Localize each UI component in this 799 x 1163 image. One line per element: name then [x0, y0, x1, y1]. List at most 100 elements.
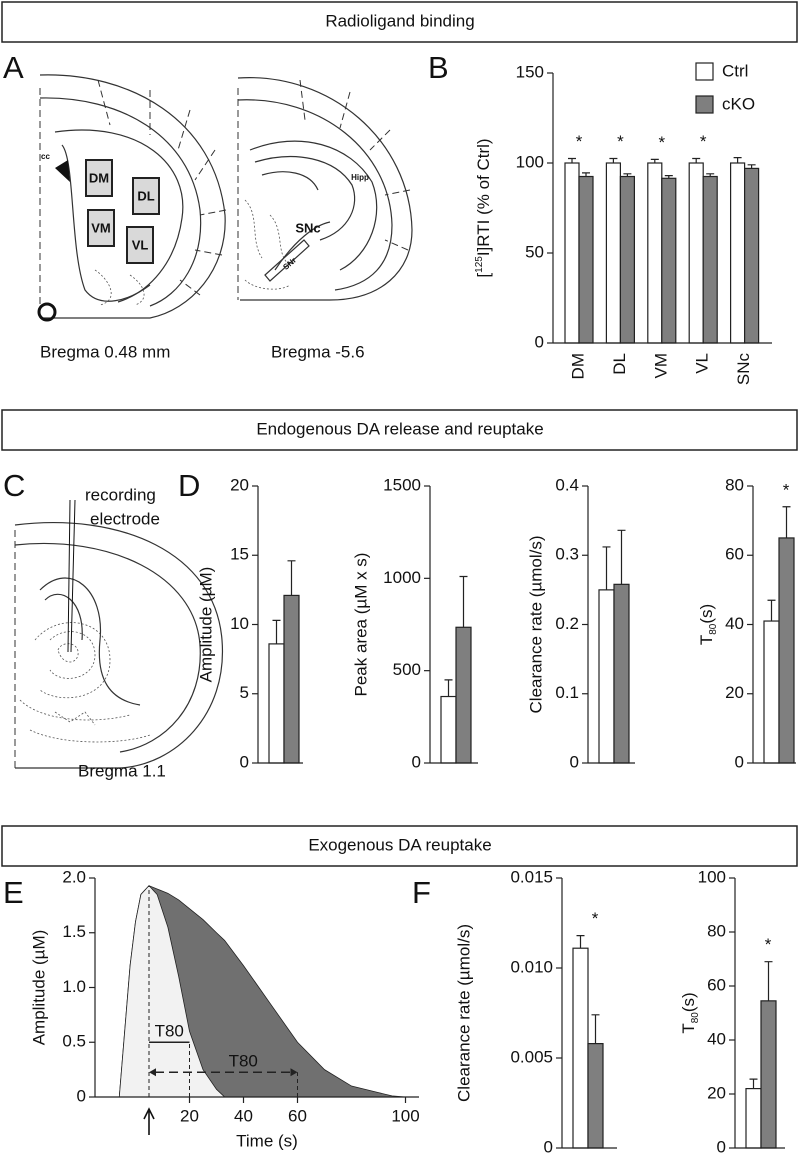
bar	[619, 175, 636, 344]
region-label: cc	[41, 152, 50, 161]
drawing	[14, 522, 224, 769]
drawing	[274, 221, 331, 271]
y-tick-label: 0	[717, 1137, 726, 1156]
y-axis-title: T80(s)	[679, 992, 700, 1033]
legend-swatch	[695, 62, 714, 81]
ventricle	[55, 160, 70, 182]
y-tick-label: 1500	[383, 475, 421, 494]
bar	[613, 583, 630, 764]
bar	[578, 175, 594, 344]
legend-label: cKO	[722, 94, 755, 113]
section-box	[1, 409, 798, 451]
y-tick-label: 0.005	[510, 1047, 553, 1066]
region-label: VM	[91, 220, 111, 235]
y-axis-title: Amplitude (µM)	[29, 930, 48, 1046]
y-tick-label: 0	[77, 1086, 86, 1105]
panel-label: D	[178, 468, 200, 503]
drawing	[254, 156, 356, 241]
y-tick-label: 60	[725, 545, 744, 564]
annotation: T80	[229, 1052, 258, 1071]
region-label: Hipp	[351, 173, 369, 182]
significance: *	[617, 132, 624, 151]
region-box	[87, 209, 115, 247]
error-bar	[609, 157, 618, 163]
y-axis-title-part: T	[697, 635, 716, 645]
drawing	[237, 99, 393, 291]
y-tick-label: 0.015	[510, 867, 553, 886]
region-box	[126, 226, 154, 264]
x-tick-label: 20	[180, 1106, 199, 1125]
y-tick-label: 60	[707, 975, 726, 994]
error-bar	[459, 575, 468, 628]
caption: Bregma -5.6	[271, 342, 365, 361]
x-tick-label: 60	[288, 1106, 307, 1125]
section-title: Exogenous DA reuptake	[308, 835, 491, 854]
error-bar	[692, 157, 701, 163]
panel-label: A	[3, 50, 24, 85]
section-box	[1, 825, 798, 867]
y-axis-title-part: (s)	[679, 992, 698, 1012]
bar	[572, 947, 589, 1149]
y-tick-label: 150	[516, 62, 544, 81]
y-tick-label: 1.0	[62, 977, 86, 996]
y-tick-label: 20	[725, 683, 744, 702]
panel-label: E	[3, 875, 24, 910]
caption: Bregma 1.1	[78, 761, 166, 780]
y-tick-label: 0.2	[555, 614, 579, 633]
y-axis-title: Peak area (µM x s)	[351, 553, 370, 697]
y-tick-label: 40	[725, 614, 744, 633]
region-box	[85, 159, 113, 197]
landmark	[37, 302, 57, 322]
drawing	[264, 239, 310, 282]
y-tick-label: 5	[240, 683, 249, 702]
y-tick-label: 0	[412, 752, 421, 771]
x-tick-label: VL	[693, 353, 712, 374]
annotation: T80	[155, 1022, 184, 1041]
drawing	[237, 77, 413, 301]
section-title: Radioligand binding	[325, 11, 474, 30]
y-axis-title-part: (s)	[697, 604, 716, 624]
error-bar	[287, 560, 296, 596]
brain-section	[37, 74, 227, 322]
area	[118, 885, 226, 1098]
drawing	[34, 622, 111, 699]
y-tick-label: 10	[230, 614, 249, 633]
error-bar	[272, 619, 281, 644]
drawing	[94, 269, 145, 306]
x-tick-label: DM	[568, 353, 587, 379]
diagram-label: electrode	[90, 509, 160, 528]
error-bar	[602, 546, 611, 590]
y-tick-label: 1.5	[62, 922, 86, 941]
y-tick-label: 80	[707, 921, 726, 940]
drawing	[249, 140, 378, 271]
bar	[702, 175, 718, 344]
x-tick-label: SNc	[734, 353, 753, 386]
error-bar	[444, 679, 453, 697]
injection-arrow	[143, 1107, 155, 1135]
error-bar	[617, 529, 626, 585]
error-bar	[706, 173, 715, 177]
bar	[268, 643, 285, 764]
drawing	[299, 79, 411, 251]
y-axis-title: Clearance rate (µmol/s)	[454, 924, 473, 1102]
drawing	[19, 699, 151, 743]
bar	[729, 162, 746, 344]
y-tick-label: 15	[230, 545, 249, 564]
y-axis-title-part: 125	[474, 256, 485, 273]
guide-line	[148, 885, 298, 1097]
error-bar	[568, 157, 576, 163]
drawing	[244, 199, 291, 290]
y-tick-label: 100	[698, 867, 726, 886]
error-bar	[576, 935, 585, 949]
drawing	[54, 129, 184, 303]
drawing	[261, 171, 319, 191]
y-tick-label: 40	[707, 1029, 726, 1048]
error-bar	[782, 506, 791, 538]
x-tick-label: 100	[391, 1106, 419, 1125]
legend-label: Ctrl	[722, 61, 748, 80]
y-tick-label: 20	[707, 1083, 726, 1102]
drawing	[97, 79, 227, 296]
region-label: VL	[132, 237, 149, 252]
drawing	[39, 577, 141, 706]
bar	[688, 162, 704, 344]
